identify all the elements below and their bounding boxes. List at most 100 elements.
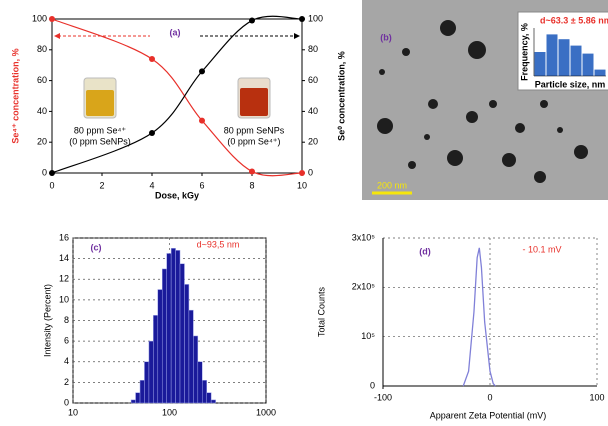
histogram-bar <box>193 335 199 404</box>
dose-arrows <box>54 33 300 39</box>
y-tick-label: 60 <box>37 75 47 85</box>
x-tick-label: 2 <box>99 180 104 190</box>
data-point <box>299 16 305 22</box>
histogram-bar <box>184 284 190 404</box>
histogram-bar <box>175 250 181 404</box>
data-point <box>299 170 305 176</box>
histogram-bar <box>157 289 163 404</box>
y-tick-label: 10 <box>59 294 69 304</box>
histogram-bar <box>161 268 167 404</box>
x-tick-label: 100 <box>589 392 604 402</box>
x-tick-label: 10 <box>297 180 307 190</box>
x-axis-title: Apparent Zeta Potential (mV) <box>430 410 547 420</box>
bar <box>546 34 558 76</box>
x-tick-label: -100 <box>374 392 392 402</box>
series-line <box>51 18 303 177</box>
annotation: (0 ppm SeNPs) <box>69 136 131 146</box>
histogram-bar <box>170 248 176 404</box>
panel-label: (b) <box>380 32 392 42</box>
x-tick-label: 10 <box>68 407 78 417</box>
histogram-bar <box>166 253 172 404</box>
histogram-bar <box>179 263 185 404</box>
histogram-bar <box>130 399 136 404</box>
y-tick-label: 20 <box>308 137 318 147</box>
x-tick-label: 100 <box>162 407 177 417</box>
data-point <box>199 68 205 75</box>
x-tick-label: 4 <box>149 180 154 190</box>
histogram-bar <box>202 380 207 404</box>
y-axis-title: Intensity (Percent) <box>42 284 52 357</box>
data-point <box>249 168 255 175</box>
y-tick-label: 0 <box>42 167 47 177</box>
histogram-bar <box>148 340 154 404</box>
plot-frame <box>51 18 303 174</box>
data-point <box>49 16 55 22</box>
panel-label: (a) <box>170 27 181 37</box>
annotation: 80 ppm SeNPs <box>224 125 285 135</box>
x-axis-title: Dose, kGy <box>155 190 199 200</box>
y-tick-label: 3x10⁵ <box>352 232 376 242</box>
y-tick-label: 20 <box>37 137 47 147</box>
inset-y-title: Frequency, % <box>519 23 529 81</box>
y2-axis-title: Se⁰ concentration, % <box>336 51 346 141</box>
y-tick-label: 40 <box>37 106 47 116</box>
histogram-bar <box>206 392 212 404</box>
data-point <box>49 170 55 176</box>
bar <box>594 69 606 76</box>
y-tick-label: 40 <box>308 106 318 116</box>
tem-image <box>362 0 608 200</box>
zeta-annotation: - 10.1 mV <box>522 244 561 254</box>
y-tick-label: 0 <box>370 380 375 390</box>
bar <box>558 39 570 76</box>
y-axis-title: Total Counts <box>316 286 326 337</box>
x-tick-label: 6 <box>199 180 204 190</box>
x-tick-label: 0 <box>49 180 54 190</box>
panel-label: (c) <box>91 242 102 252</box>
x-tick-label: 8 <box>249 180 254 190</box>
bar <box>534 52 546 76</box>
y-tick-label: 100 <box>308 13 323 23</box>
beaker-yellow <box>83 77 117 119</box>
y-tick-label: 4 <box>64 356 69 366</box>
histogram-bar <box>135 392 141 404</box>
y-tick-label: 12 <box>59 274 69 284</box>
y-tick-label: 60 <box>308 75 318 85</box>
bar <box>570 45 582 76</box>
inset-title: d~63.3 ± 5.86 nm <box>540 15 608 25</box>
y-tick-label: 80 <box>37 44 47 54</box>
histogram-bar <box>188 309 194 404</box>
annotation: 80 ppm Se⁴⁺ <box>74 125 126 135</box>
histogram-bar <box>210 399 216 404</box>
inset-x-title: Particle size, nm <box>535 79 606 89</box>
series-line <box>51 15 303 174</box>
size-annotation: d~93,5 nm <box>197 239 240 249</box>
y-tick-label: 16 <box>59 232 69 242</box>
y-tick-label: 14 <box>59 253 69 263</box>
y-tick-label: 6 <box>64 336 69 346</box>
y-axis-title: Se⁴⁺ concentration, % <box>10 48 20 143</box>
y-tick-label: 0 <box>308 167 313 177</box>
y-tick-label: 2x10⁵ <box>352 282 376 292</box>
y-tick-label: 80 <box>308 44 318 54</box>
histogram-bar <box>197 361 203 404</box>
data-point <box>149 129 155 136</box>
annotation: (0 ppm Se⁴⁺) <box>227 136 280 146</box>
y-tick-label: 0 <box>64 397 69 407</box>
data-point <box>249 17 255 24</box>
series-line <box>462 247 496 387</box>
y-tick-label: 2 <box>64 377 69 387</box>
beaker-red <box>237 77 271 119</box>
panel-label: (d) <box>419 246 431 256</box>
data-point <box>199 117 205 124</box>
data-point <box>149 56 155 63</box>
x-tick-label: 1000 <box>256 407 276 417</box>
y-tick-label: 100 <box>32 13 47 23</box>
histogram-bar <box>153 315 159 404</box>
bar <box>582 53 594 76</box>
y-tick-label: 8 <box>64 315 69 325</box>
y-tick-label: 10⁵ <box>361 331 375 341</box>
histogram-bar <box>144 361 150 404</box>
scale-bar-label: 200 nm <box>377 180 407 190</box>
